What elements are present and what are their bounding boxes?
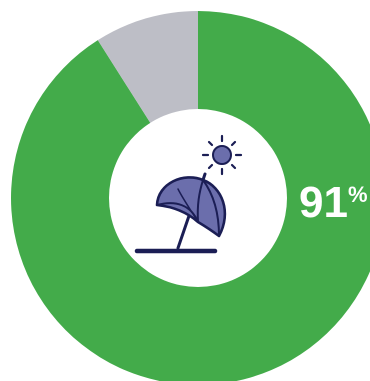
percentage-label: 91% xyxy=(299,178,368,227)
percentage-unit: % xyxy=(348,182,368,207)
beach-umbrella-sun-icon xyxy=(134,134,243,254)
percentage-value: 91 xyxy=(299,178,348,227)
sun-icon xyxy=(201,134,243,176)
umbrella-icon xyxy=(155,172,227,250)
